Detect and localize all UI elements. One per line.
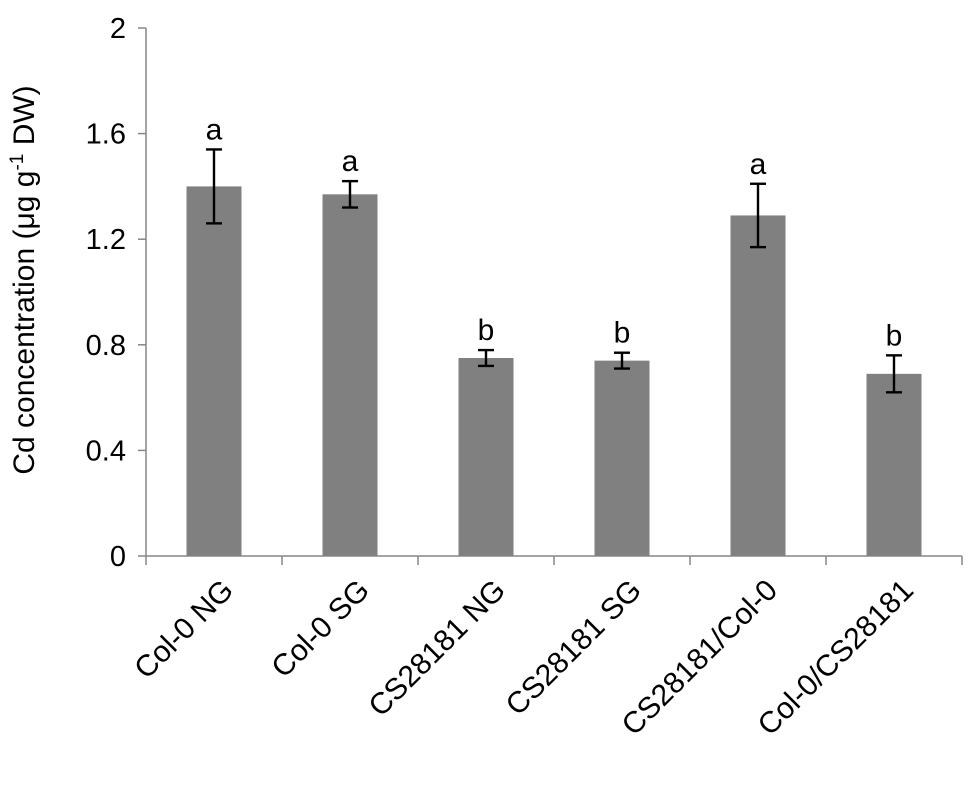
bar-3 [458, 358, 514, 556]
y-tick-label-2: 0.4 [86, 435, 126, 467]
y-tick-label-6: 2 [110, 13, 126, 45]
x-tick-label-4: CS28181 SG [500, 574, 648, 722]
y-tick-label-4: 1.2 [86, 224, 126, 256]
svg-text:Cd concentration (μg g-1 DW): Cd concentration (μg g-1 DW) [7, 85, 41, 474]
bar-6 [866, 373, 922, 556]
y-tick-label-1: 0 [110, 541, 126, 573]
significance-label-6: b [886, 319, 903, 352]
y-axis-label: Cd concentration (μg g-1 DW) [7, 85, 41, 474]
bar-5 [730, 215, 786, 556]
x-tick-label-2: Col-0 SG [265, 574, 376, 685]
x-tick-label-3: CS28181 NG [362, 574, 512, 724]
bar-2 [322, 194, 378, 556]
significance-label-1: a [206, 113, 223, 146]
bar-1 [186, 186, 242, 556]
y-tick-label-3: 0.8 [86, 330, 126, 362]
y-axis-label-prefix: Cd concentration (μg g [8, 171, 41, 475]
bar-4 [594, 360, 650, 556]
significance-label-2: a [342, 145, 359, 178]
y-axis-label-suffix: DW) [8, 85, 41, 153]
significance-label-4: b [614, 317, 631, 350]
significance-label-3: b [478, 314, 495, 347]
significance-label-5: a [750, 148, 767, 181]
y-axis-label-superscript: -1 [7, 154, 28, 171]
x-tick-label-1: Col-0 NG [128, 574, 240, 686]
y-tick-label-5: 1.6 [86, 119, 126, 151]
